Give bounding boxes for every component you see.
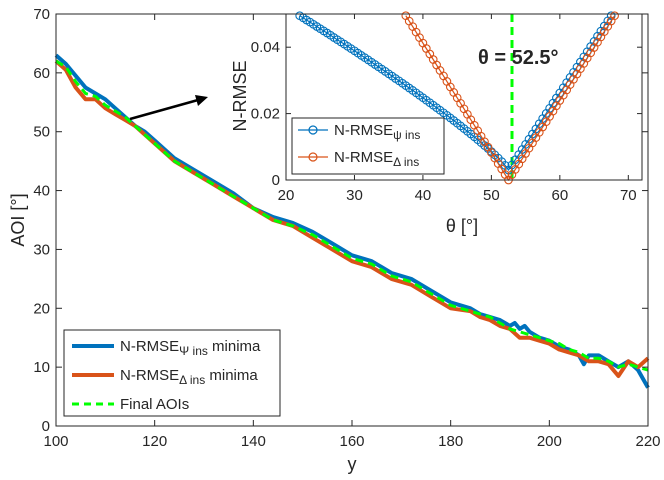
pointer-arrow bbox=[129, 95, 208, 121]
inset-x-tick-label: 20 bbox=[278, 187, 295, 204]
inset-legend-swatch-delta-marker bbox=[308, 152, 318, 162]
main-y-tick-label: 50 bbox=[33, 124, 50, 141]
main-y-ticks: 0 10 20 30 40 50 60 70 bbox=[33, 6, 648, 435]
main-x-label: y bbox=[348, 454, 357, 474]
main-y-tick-label: 30 bbox=[33, 241, 50, 258]
inset-legend-delta-sub: Δ ins bbox=[393, 155, 419, 169]
main-y-label: AOI [°] bbox=[8, 193, 28, 246]
inset-y-ticks: 0 0.02 0.04 bbox=[251, 39, 642, 189]
main-x-tick-label: 220 bbox=[635, 433, 660, 450]
inset-legend-psi-sub: ψ ins bbox=[393, 128, 420, 142]
main-y-tick-label: 60 bbox=[33, 65, 50, 82]
main-y-tick-label: 70 bbox=[33, 6, 50, 23]
legend-label-psi-minima: N-RMSEΨ ins minima bbox=[120, 338, 261, 358]
main-legend: N-RMSEΨ ins minima N-RMSEΔ ins minima Fi… bbox=[63, 329, 281, 417]
inset-x-label: θ [°] bbox=[446, 216, 478, 236]
inset-legend-delta-name: N-RMSE bbox=[334, 149, 393, 166]
legend-psi-suffix: minima bbox=[208, 338, 261, 355]
inset-x-tick-label: 30 bbox=[346, 187, 363, 204]
main-x-tick-label: 160 bbox=[339, 433, 364, 450]
inset-x-tick-label: 70 bbox=[620, 187, 637, 204]
inset-y-tick-label: 0.04 bbox=[251, 39, 280, 56]
main-y-tick-label: 20 bbox=[33, 300, 50, 317]
inset-x-tick-label: 60 bbox=[552, 187, 569, 204]
main-x-tick-label: 120 bbox=[142, 433, 167, 450]
main-x-tick-label: 140 bbox=[241, 433, 266, 450]
inset-x-tick-label: 50 bbox=[483, 187, 500, 204]
inset-annotation: θ = 52.5° bbox=[478, 47, 559, 69]
main-y-tick-label: 10 bbox=[33, 359, 50, 376]
inset-legend-swatch-psi-marker bbox=[308, 125, 318, 135]
inset-legend-label-delta: N-RMSEΔ ins bbox=[334, 149, 419, 169]
main-x-tick-label: 100 bbox=[43, 433, 68, 450]
inset-axes-box bbox=[285, 13, 643, 181]
main-x-tick-label: 200 bbox=[537, 433, 562, 450]
inset-marker-1 bbox=[610, 11, 619, 21]
inset-legend-label-psi: N-RMSEψ ins bbox=[334, 122, 420, 142]
inset-series-line-1 bbox=[405, 15, 616, 182]
main-series-line-2 bbox=[55, 59, 649, 372]
legend-label-final-aois: Final AOIs bbox=[120, 396, 189, 413]
inset-y-label: N-RMSE bbox=[230, 61, 250, 132]
inset-axes: 20 30 40 50 60 70 0 0.02 0.04 θ [°] N-RMSE θ = … bbox=[230, 11, 643, 236]
main-series-group bbox=[54, 53, 650, 389]
legend-psi-name: N-RMSE bbox=[120, 338, 179, 355]
legend-delta-name: N-RMSE bbox=[120, 367, 179, 384]
legend-label-delta-minima: N-RMSEΔ ins minima bbox=[120, 367, 258, 387]
pointer-arrow-shaft bbox=[129, 98, 199, 121]
inset-x-ticks: 20 30 40 50 60 70 bbox=[278, 14, 637, 204]
main-y-tick-label: 0 bbox=[42, 418, 50, 435]
inset-x-tick-label: 40 bbox=[415, 187, 432, 204]
inset-legend: N-RMSEψ ins N-RMSEΔ ins bbox=[291, 117, 445, 175]
inset-y-tick-label: 0.02 bbox=[251, 106, 280, 123]
inset-y-tick-label: 0 bbox=[272, 172, 280, 189]
main-y-tick-label: 40 bbox=[33, 183, 50, 200]
legend-delta-suffix: minima bbox=[205, 367, 258, 384]
pointer-arrow-head bbox=[195, 95, 208, 106]
inset-legend-psi-name: N-RMSE bbox=[334, 122, 393, 139]
inset-legend-box bbox=[291, 117, 445, 175]
main-x-tick-label: 180 bbox=[438, 433, 463, 450]
inset-marker-0 bbox=[606, 11, 616, 21]
legend-delta-sub: Δ ins bbox=[179, 373, 205, 387]
legend-psi-sub: Ψ ins bbox=[179, 344, 208, 358]
inset-series-group bbox=[295, 11, 619, 185]
